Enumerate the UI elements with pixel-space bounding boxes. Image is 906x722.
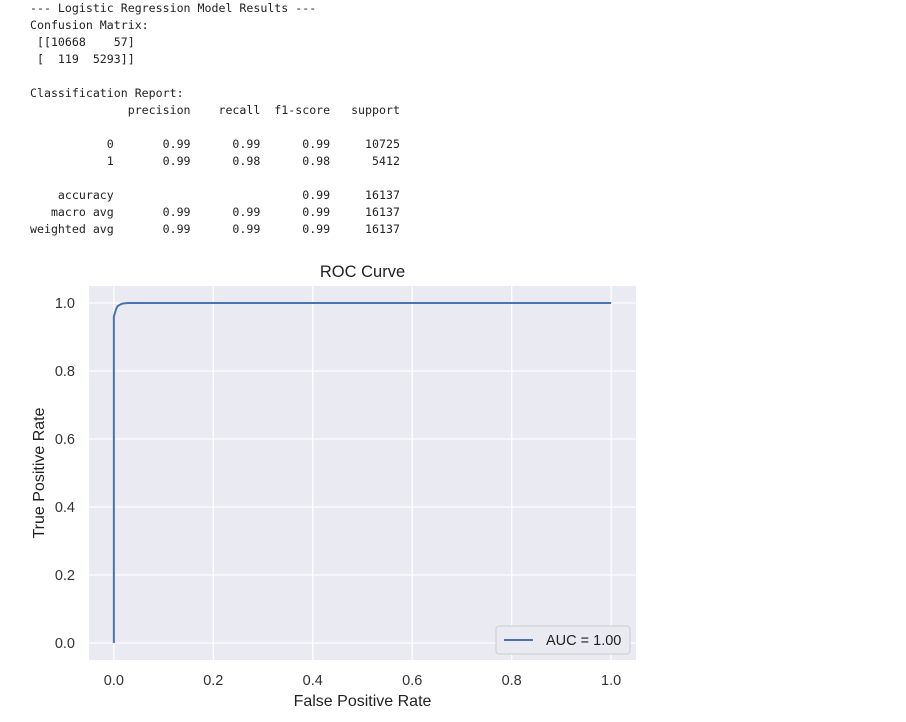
x-tick-label: 0.8 (502, 673, 522, 689)
roc-curve-line (112, 302, 612, 643)
y-tick-label: 0.2 (55, 568, 75, 584)
series-layer (112, 302, 612, 643)
legend-label: AUC = 1.00 (546, 633, 621, 649)
x-tick-label: 1.0 (601, 673, 621, 689)
y-tick-label: 1.0 (55, 296, 75, 312)
x-tick-label: 0.0 (104, 673, 124, 689)
console-line: [ 119 5293]] (30, 52, 135, 66)
chart-title: ROC Curve (320, 263, 405, 281)
console-line: 1 0.99 0.98 0.98 5412 (30, 154, 400, 168)
y-axis-label: True Positive Rate (31, 407, 48, 538)
y-tick-label: 0.8 (55, 364, 75, 380)
console-line: [[10668 57] (30, 35, 135, 49)
console-line: precision recall f1-score support (30, 103, 400, 117)
legend: AUC = 1.00 (495, 625, 631, 655)
console-line: Confusion Matrix: (30, 18, 149, 32)
console-line: weighted avg 0.99 0.99 0.99 16137 (30, 222, 400, 236)
console-line: Classification Report: (30, 86, 184, 100)
tick-labels: 0.0 0.2 0.4 0.6 0.8 1.0 0.0 0.2 0.4 0.6 0.8 1.0 (55, 296, 621, 689)
x-tick-label: 0.2 (203, 673, 223, 689)
y-tick-label: 0.4 (55, 500, 75, 516)
y-tick-label: 0.6 (55, 432, 75, 448)
console-output: --- Logistic Regression Model Results --… (30, 0, 400, 238)
console-line: --- Logistic Regression Model Results --… (30, 1, 317, 15)
x-axis-label: False Positive Rate (294, 693, 432, 710)
console-line: 0 0.99 0.99 0.99 10725 (30, 137, 400, 151)
console-line: macro avg 0.99 0.99 0.99 16137 (30, 205, 400, 219)
x-tick-label: 0.4 (303, 673, 323, 689)
y-tick-label: 0.0 (55, 636, 75, 652)
plot-background (89, 286, 636, 660)
console-line: accuracy 0.99 16137 (30, 188, 400, 202)
x-tick-label: 0.6 (402, 673, 422, 689)
legend-box (495, 625, 631, 655)
